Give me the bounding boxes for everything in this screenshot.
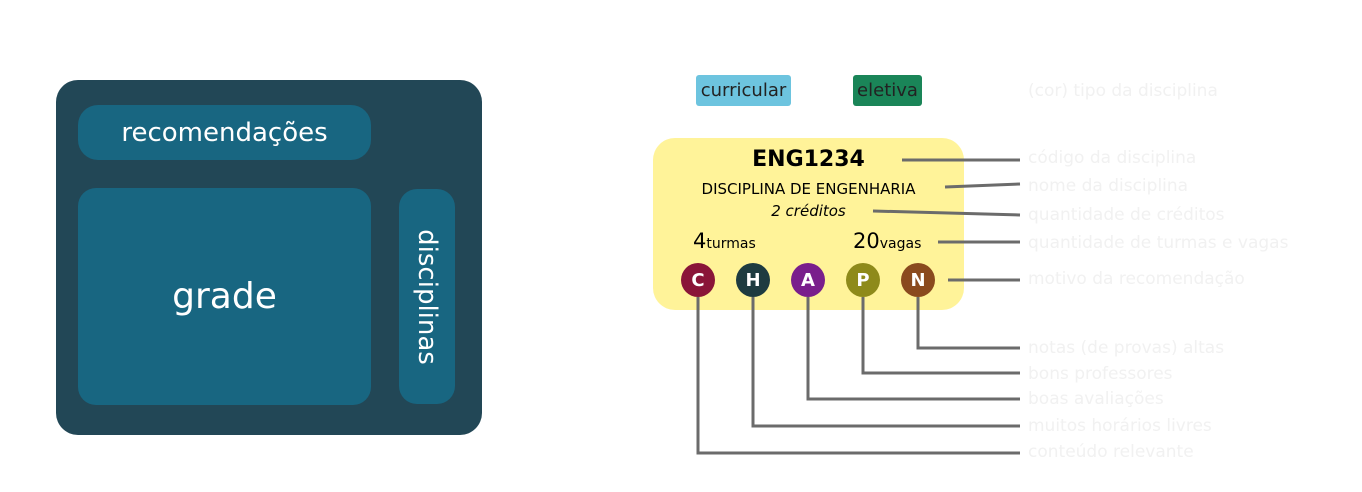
label-turmas-vagas: quantidade de turmas e vagas — [1028, 233, 1289, 253]
label-good-professors: bons professores — [1028, 364, 1173, 384]
grade-label: grade — [172, 276, 277, 317]
turmas-label: turmas — [706, 236, 756, 252]
line-professores — [861, 297, 1020, 375]
course-name: DISCIPLINA DE ENGENHARIA — [701, 180, 916, 198]
label-good-reviews: boas avaliações — [1028, 389, 1164, 409]
course-code: ENG1234 — [752, 147, 865, 172]
badge-conteudo: C — [681, 263, 715, 297]
line-horarios — [751, 297, 1020, 428]
vagas-count: 20vagas — [853, 229, 921, 253]
label-credits: quantidade de créditos — [1028, 205, 1225, 225]
grade-panel: grade — [78, 188, 371, 405]
label-reason: motivo da recomendação — [1028, 269, 1245, 289]
label-name: nome da disciplina — [1028, 176, 1189, 196]
label-free-hours: muitos horários livres — [1028, 416, 1212, 436]
label-relevant-content: conteúdo relevante — [1028, 442, 1194, 462]
turmas-count: 4turmas — [693, 229, 756, 253]
vagas-number: 20 — [853, 229, 880, 253]
elective-tag: eletiva — [853, 75, 922, 106]
label-type-color: (cor) tipo da disciplina — [1028, 81, 1218, 101]
line-avaliacoes — [806, 297, 1020, 401]
line-credits — [872, 209, 1021, 217]
turmas-number: 4 — [693, 229, 707, 253]
recommendations-label: recomendações — [121, 117, 328, 148]
badge-avaliacoes: A — [791, 263, 825, 297]
curricular-tag: curricular — [696, 75, 791, 106]
line-notas — [916, 297, 1020, 350]
course-credits: 2 créditos — [771, 202, 846, 220]
disciplines-panel: disciplinas — [399, 189, 455, 404]
line-name — [944, 182, 1021, 189]
badge-horarios: H — [736, 263, 770, 297]
label-high-grades: notas (de provas) altas — [1028, 338, 1225, 358]
badge-notas: N — [901, 263, 935, 297]
badge-professores: P — [846, 263, 880, 297]
recommendations-panel: recomendações — [78, 105, 371, 160]
label-code: código da disciplina — [1028, 148, 1197, 168]
vagas-label: vagas — [879, 236, 922, 252]
line-conteudo — [696, 297, 1020, 455]
